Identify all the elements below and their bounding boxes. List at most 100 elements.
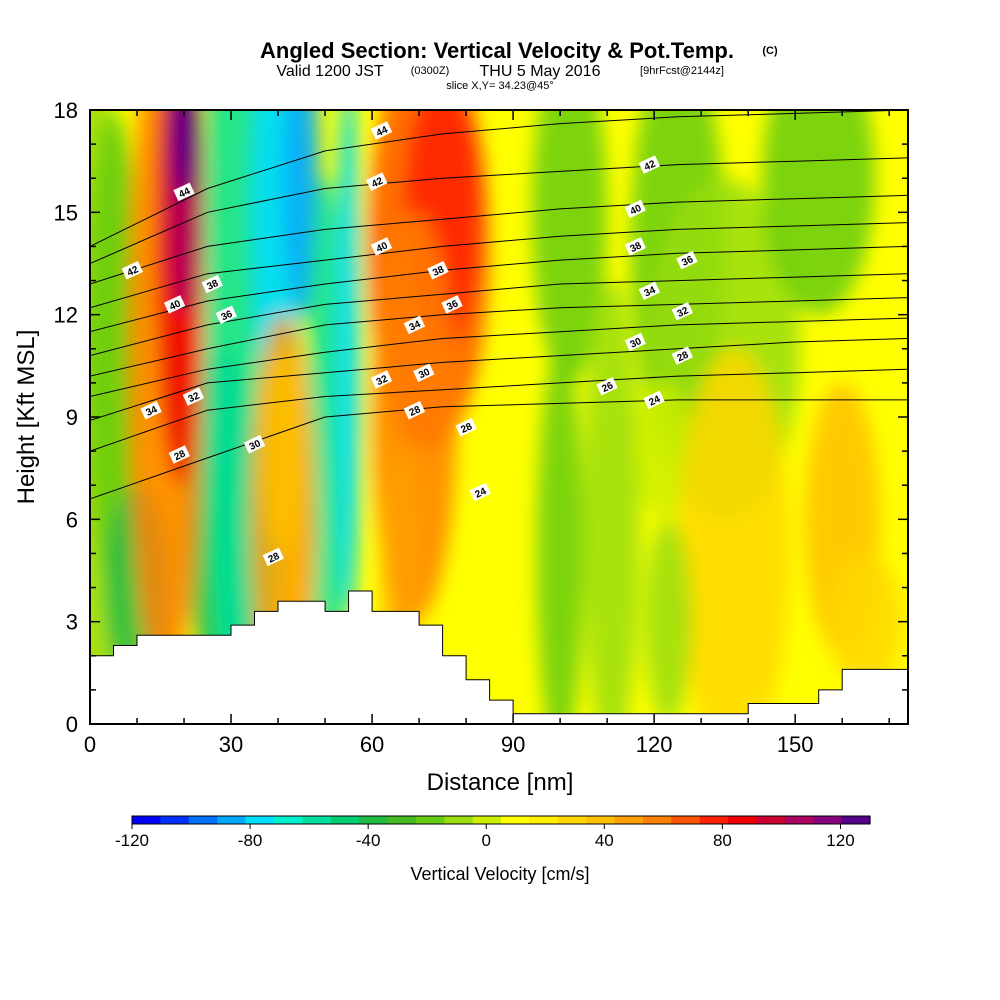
velocity-region xyxy=(828,553,904,690)
subtitle: Valid 1200 JST (0300Z) THU 5 May 2016 [9… xyxy=(276,63,724,80)
contour-label: 44 xyxy=(370,121,393,140)
contour-label-box xyxy=(671,346,693,365)
contour-label-box xyxy=(469,482,491,502)
contour-label: 36 xyxy=(441,295,463,314)
contour-label-text: 42 xyxy=(370,175,385,190)
contour-labels: 42 44 40 38 36 34 32 28 30 28 44 42 40 38 36 34 32 30 28 28… xyxy=(121,121,698,567)
velocity-region xyxy=(259,348,307,554)
contour-label-box xyxy=(215,305,237,324)
contour-label-box xyxy=(413,363,435,382)
contour-label-text: 24 xyxy=(647,394,662,409)
contour-label-box xyxy=(643,390,665,410)
contour-label-box xyxy=(201,274,223,294)
contour-label-box xyxy=(624,332,646,352)
colorbar-swatch xyxy=(841,816,871,824)
x-tick-label: 30 xyxy=(219,732,243,757)
x-tick-label: 150 xyxy=(777,732,814,757)
contour-line xyxy=(90,222,908,309)
y-axis-label: Height [Kft MSL] xyxy=(13,330,40,505)
contour-label: 38 xyxy=(201,274,223,294)
contour-line xyxy=(90,338,908,421)
contour-label-text: 44 xyxy=(177,186,192,201)
contour-label-box xyxy=(140,400,162,420)
contour-label-text: 28 xyxy=(459,421,474,436)
contour-label-text: 24 xyxy=(473,486,488,501)
contour-label-text: 44 xyxy=(375,124,390,139)
contour-label: 26 xyxy=(596,377,618,396)
contour-label: 36 xyxy=(676,250,698,270)
y-tick-label: 15 xyxy=(54,200,78,225)
contour-label: 24 xyxy=(643,390,665,410)
velocity-region xyxy=(644,519,692,724)
contour-line xyxy=(90,194,908,285)
colorbar-swatch xyxy=(784,816,814,824)
x-tick-label: 120 xyxy=(636,732,673,757)
contour-label-box xyxy=(370,121,393,140)
contour-label-box xyxy=(638,281,661,301)
contour-label: 42 xyxy=(366,172,388,191)
contour-label-text: 40 xyxy=(375,240,390,255)
y-tick-label: 0 xyxy=(66,712,78,737)
velocity-region xyxy=(334,110,363,622)
contour-label-text: 36 xyxy=(220,309,235,324)
contour-label-box xyxy=(427,261,449,280)
contour-line xyxy=(90,157,908,264)
contour-line xyxy=(90,317,908,397)
contour-label: 28 xyxy=(262,547,284,567)
contour-label-box xyxy=(173,182,195,202)
contour-label-text: 38 xyxy=(431,264,446,279)
contour-label: 36 xyxy=(215,305,237,324)
title-mark: (C) xyxy=(762,45,778,57)
colorbar-frame xyxy=(131,815,871,825)
colorbar-swatch xyxy=(359,816,389,824)
contour-label-text: 40 xyxy=(629,203,644,218)
contour-line xyxy=(90,245,908,333)
colorbar-swatch xyxy=(160,816,190,824)
contour-label-text: 32 xyxy=(676,305,691,320)
colorbar-swatch xyxy=(671,816,701,824)
contour-label-text: 42 xyxy=(643,158,658,173)
contour-label: 34 xyxy=(140,400,162,420)
contour-label: 38 xyxy=(624,237,646,256)
contour-label-box xyxy=(370,237,393,256)
contour-label: 28 xyxy=(671,346,693,365)
colorbar-swatch xyxy=(217,816,247,824)
velocity-field xyxy=(90,110,904,724)
contour-label-text: 28 xyxy=(408,404,423,419)
contour-label-text: 34 xyxy=(643,285,658,300)
contour-label-text: 32 xyxy=(375,373,390,388)
velocity-region xyxy=(306,178,344,724)
contour-label-box xyxy=(168,445,190,464)
y-tick-label: 6 xyxy=(66,507,78,532)
colorbar-swatch xyxy=(273,816,303,824)
contour-label: 40 xyxy=(370,237,393,256)
contour-label: 30 xyxy=(624,332,646,352)
chart-title: Angled Section: Vertical Velocity & Pot.… xyxy=(260,38,734,63)
contour-label-text: 28 xyxy=(676,349,691,364)
temperature-contours xyxy=(90,110,908,500)
contour-label-box xyxy=(624,199,646,219)
colorbar-ticks: -120 -80 -40 0 40 80 120 xyxy=(115,824,855,850)
contour-label-text: 40 xyxy=(168,298,183,313)
subtitle-utc: (0300Z) xyxy=(411,65,450,77)
contour-label: 28 xyxy=(168,445,190,464)
contour-line xyxy=(90,273,908,357)
contour-line xyxy=(90,368,908,452)
velocity-region xyxy=(381,451,420,656)
contour-label: 28 xyxy=(403,400,426,420)
colorbar-swatch xyxy=(728,816,758,824)
contour-label-box xyxy=(441,295,463,314)
colorbar-swatch xyxy=(586,816,616,824)
x-tick-label: 90 xyxy=(501,732,525,757)
colorbar-tick-label: 40 xyxy=(595,831,614,850)
colorbar-swatch xyxy=(302,816,332,824)
plot-area: 42 44 40 38 36 34 32 28 30 28 44 42 40 38 36 34 32 30 28 28… xyxy=(90,110,908,724)
colorbar-swatch xyxy=(529,816,559,824)
contour-label: 32 xyxy=(182,387,205,406)
contour-label-text: 30 xyxy=(629,336,644,351)
contour-line xyxy=(90,297,908,377)
contour-label-text: 28 xyxy=(173,448,188,463)
contour-label-text: 30 xyxy=(417,367,432,382)
colorbar-tick-label: 0 xyxy=(482,831,491,850)
